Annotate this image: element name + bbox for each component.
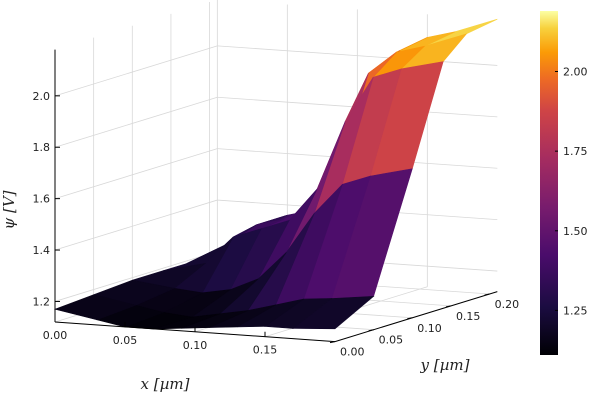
y-tick-label: 0.05 <box>379 334 404 347</box>
y-tick-label: 0.00 <box>340 346 365 359</box>
y-tick-label: 0.10 <box>417 322 442 335</box>
surface-patch <box>424 19 497 46</box>
y-tick-mark <box>485 294 490 295</box>
y-tick-mark <box>446 306 451 307</box>
z-tick-label: 1.4 <box>33 244 51 257</box>
colorbar-ticks: 1.25 1.50 1.75 2.00 <box>555 66 588 318</box>
y-tick-mark <box>407 318 412 319</box>
x-tick-label: 0.00 <box>43 329 68 342</box>
colorbar-tick-label: 2.00 <box>563 66 588 79</box>
y-tick-label: 0.20 <box>495 298 519 311</box>
x-tick-label: 0.15 <box>253 344 278 357</box>
grid-line-z-left <box>55 46 217 96</box>
z-axis-label: ψ [V] <box>0 190 18 229</box>
surface-plot <box>55 19 497 329</box>
colorbar-tick-label: 1.75 <box>563 145 588 158</box>
z-tick-label: 2.0 <box>33 90 51 103</box>
grid-line-z-left <box>55 149 217 199</box>
colorbar-tick-label: 1.25 <box>563 304 588 317</box>
x-tick-label: 0.10 <box>183 339 208 352</box>
z-tick-label: 1.8 <box>33 141 51 154</box>
y-axis-label: y [µm] <box>420 356 470 374</box>
x-tick-label: 0.05 <box>113 334 138 347</box>
colorbar-tick-label: 1.50 <box>563 225 588 238</box>
y-tick-mark <box>369 330 374 331</box>
grid-line-z-left <box>55 97 217 147</box>
colorbar <box>540 11 558 355</box>
grid-line-z-left <box>55 200 217 250</box>
z-tick-label: 1.2 <box>33 295 51 308</box>
x-axis-label: x [µm] <box>141 375 190 393</box>
y-tick-label: 0.15 <box>456 310 481 323</box>
z-tick-label: 1.6 <box>33 193 51 206</box>
